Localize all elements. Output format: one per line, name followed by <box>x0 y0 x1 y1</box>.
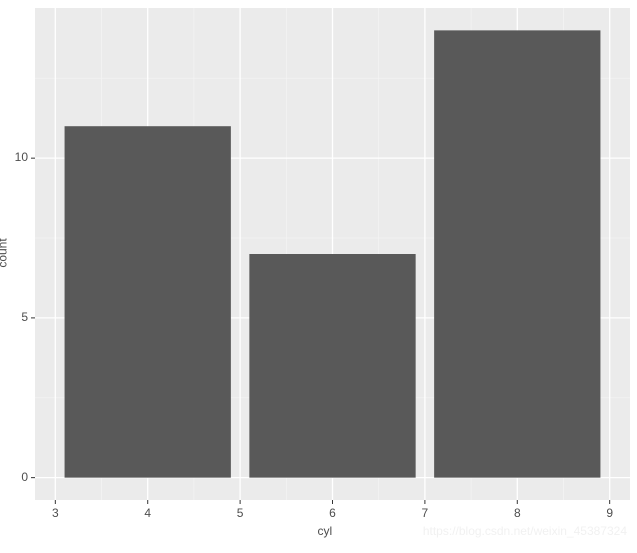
bar-chart <box>0 0 637 548</box>
x-axis-title: cyl <box>318 524 333 538</box>
x-tick-label: 9 <box>600 506 620 520</box>
chart-container: count cyl 3 4 5 6 7 8 9 0 5 10 https://blog.csdn… <box>0 0 637 548</box>
y-tick-label: 0 <box>21 470 28 484</box>
watermark-text: https://blog.csdn.net/weixin_45387324 <box>423 524 627 538</box>
y-axis-title: count <box>0 238 10 267</box>
x-tick-label: 6 <box>323 506 343 520</box>
bar <box>249 254 415 478</box>
x-tick-label: 3 <box>45 506 65 520</box>
x-tick-label: 5 <box>230 506 250 520</box>
y-tick-label: 5 <box>21 310 28 324</box>
y-tick-label: 10 <box>15 150 28 164</box>
x-tick-label: 7 <box>415 506 435 520</box>
bar <box>434 30 600 477</box>
bar <box>65 126 231 477</box>
x-tick-label: 8 <box>507 506 527 520</box>
x-tick-label: 4 <box>138 506 158 520</box>
